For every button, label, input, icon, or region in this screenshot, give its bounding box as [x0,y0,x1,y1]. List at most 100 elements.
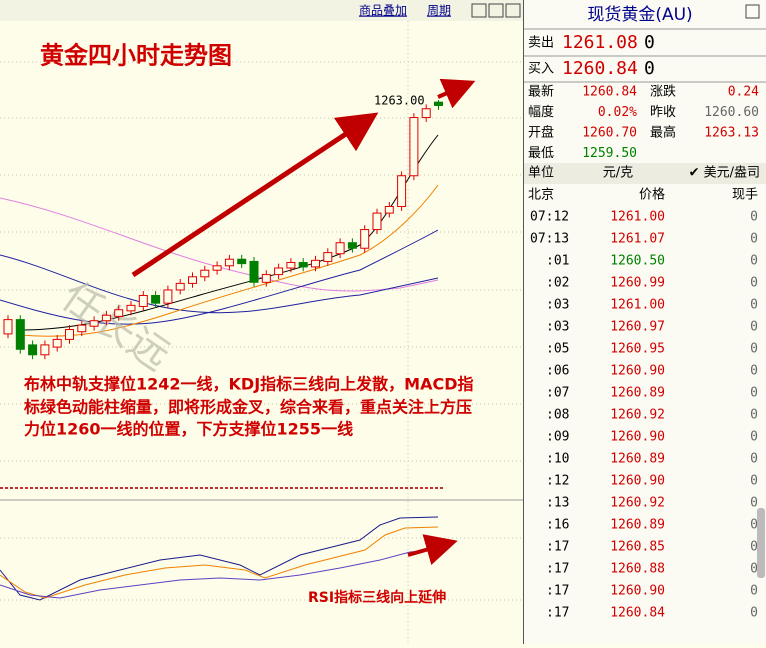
trend-arrow [131,112,379,278]
info-label: 最新 [528,84,554,100]
close-icon[interactable] [745,4,760,19]
tick-price: 1260.99 [610,276,665,291]
tick-volume: 0 [750,364,758,379]
info-value: 1260.70 [582,126,637,141]
quote-panel [523,0,766,644]
candle-body [175,282,185,291]
candle-body [311,259,320,268]
tick-volume: 0 [750,540,758,555]
tick-time: :09 [546,430,569,445]
column-header: 北京 [528,188,554,203]
candle-body [114,309,124,317]
tick-price: 1261.00 [610,210,665,225]
tick-volume: 0 [750,430,758,445]
candle-body [65,329,74,340]
candle-body [335,242,345,255]
candle-body [101,314,111,322]
candle-body [397,175,407,207]
tick-volume: 0 [750,232,758,247]
candle-body [372,212,382,231]
tick-price: 1260.50 [610,254,665,269]
candle-body [200,269,210,278]
period-button[interactable]: 周期 [427,4,451,18]
tick-time: :10 [546,452,569,467]
info-value: 1260.84 [582,85,637,100]
tick-list: 07:12 1261.00 0 07:13 1261.07 0:01 1260.50 0:02… [530,210,758,621]
sell-price: 1261.08 [562,32,638,53]
quote-title: 现货黄金(AU) [587,5,692,25]
candle-body [77,324,87,333]
tick-price: 1260.92 [610,408,665,423]
info-value: 1259.50 [582,146,637,161]
candle-body [249,260,259,283]
tick-time: :17 [546,606,569,621]
annotation-line: 标绿色动能柱缩量，即将形成金叉，综合来看，重点关注上方压 [23,398,472,417]
tick-volume: 0 [750,298,758,313]
sell-label: 卖出 [528,36,554,51]
tick-time: :03 [546,298,569,313]
tick-volume: 0 [750,210,758,225]
tick-volume: 0 [750,386,758,401]
info-label: 最高 [650,125,676,141]
tick-price: 1260.89 [610,518,665,533]
nav-icons[interactable] [471,3,521,18]
candle-body [360,229,370,249]
candle-body [261,274,271,283]
tick-time: 07:12 [530,210,569,225]
info-value: 0.02% [598,105,637,120]
tick-price: 1260.90 [610,364,665,379]
tick-price: 1260.88 [610,562,665,577]
tick-time: :01 [546,254,569,269]
candle-body [151,294,161,304]
tick-time: :17 [546,540,569,555]
unit-option[interactable]: ✔ 美元/盎司 [689,166,760,181]
tick-price: 1260.90 [610,584,665,599]
sell-volume: 0 [644,32,655,53]
info-value: 1260.60 [704,105,759,120]
tick-time: :05 [546,342,569,357]
tick-time: :02 [546,276,569,291]
toolbar [0,0,523,21]
tick-time: :06 [546,364,569,379]
candle-body [28,344,38,356]
tick-price: 1260.89 [610,386,665,401]
grid [0,21,523,644]
candle-body [3,319,13,335]
tick-volume: 0 [750,518,758,533]
candle-body [89,320,99,327]
tick-time: :12 [546,474,569,489]
candle-body [138,294,148,307]
tick-volume: 0 [750,342,758,357]
candle-body [224,258,234,267]
column-header: 现手 [732,188,758,203]
candle-body [409,117,419,177]
tick-price: 1260.84 [610,606,665,621]
candle-body [40,344,50,356]
rsi-note: RSI指标三线向上延伸 [308,589,446,606]
tick-volume: 0 [750,276,758,291]
tick-price: 1260.89 [610,452,665,467]
unit-bar [524,163,766,184]
info-label: 涨跌 [650,84,676,100]
candle-body [52,338,62,348]
tick-price: 1261.00 [610,298,665,313]
candle-body [212,265,222,271]
candle-body [434,101,443,106]
candle-body [323,252,333,262]
buy-volume: 0 [644,58,655,79]
candles [3,99,443,360]
annotation-line: 力位1260一线的位置，下方支撑位1255一线 [24,420,353,439]
scrollbar[interactable] [757,508,765,578]
tick-volume: 0 [750,562,758,577]
tick-volume: 0 [750,474,758,489]
rsi-arrow [407,534,458,565]
unit-value: 元/克 [603,166,633,181]
annotation: 布林中轨支撑位1242一线，KDJ指标三线向上发散，MACD指 标绿色动能柱缩量… [23,375,474,439]
candle-body [15,319,25,350]
rsi-lines [0,516,439,601]
info-grid: 最新 1260.84 涨跌 0.24 幅度 0.02% 昨收 1260.60 开盘 1260.70… [528,84,759,162]
tick-time: :08 [546,408,569,423]
overlay-button[interactable]: 商品叠加 [359,3,407,18]
